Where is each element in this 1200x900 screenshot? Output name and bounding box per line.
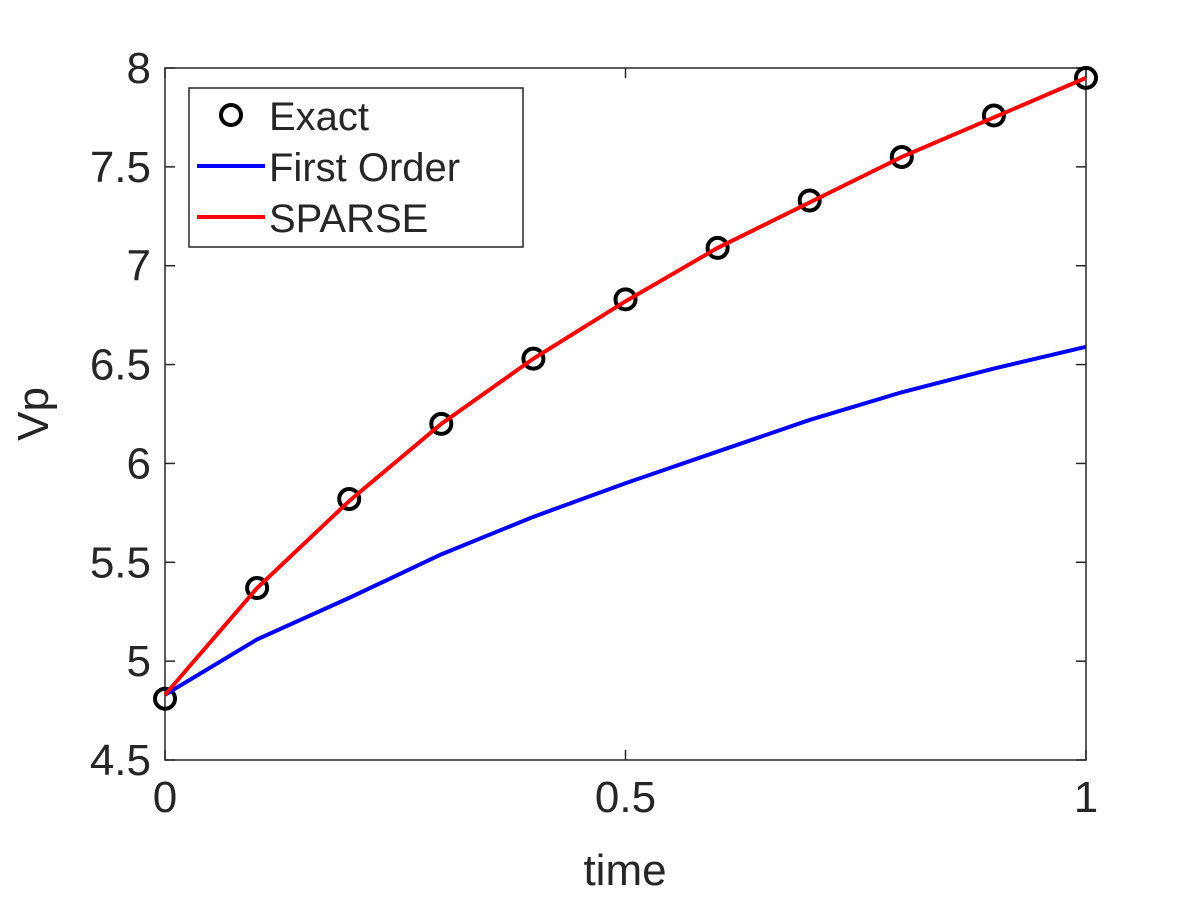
x-axis-label: time [583, 846, 666, 895]
exact-marker [337, 487, 362, 512]
exact-marker [521, 346, 546, 371]
series-line [163, 344, 1087, 697]
exact-marker [705, 235, 730, 260]
y-tick-label: 7.5 [90, 143, 151, 192]
exact-marker [981, 103, 1006, 128]
y-tick-label: 7 [127, 242, 151, 291]
legend-label: First Order [269, 146, 460, 190]
exact-marker [429, 411, 454, 436]
exact-marker [1074, 65, 1098, 90]
legend-marker [219, 103, 243, 127]
exact-marker [153, 686, 177, 711]
y-tick-label: 4.5 [90, 736, 151, 785]
exact-marker [797, 188, 822, 213]
exact-marker [613, 287, 638, 312]
y-tick-label: 6 [127, 439, 151, 488]
exact-marker [245, 575, 270, 600]
y-axis-label: Vp [9, 387, 58, 441]
exact-marker [889, 144, 914, 169]
series-line [163, 76, 1087, 697]
x-tick-label: 0.5 [595, 773, 656, 822]
x-tick-label: 1 [1074, 773, 1098, 822]
y-tick-label: 8 [127, 44, 151, 93]
y-tick-label: 6.5 [90, 341, 151, 390]
x-tick-label: 0 [153, 773, 177, 822]
legend-label: Exact [269, 95, 369, 139]
y-tick-label: 5.5 [90, 538, 151, 587]
legend-label: SPARSE [269, 197, 428, 241]
y-tick-label: 5 [127, 637, 151, 686]
